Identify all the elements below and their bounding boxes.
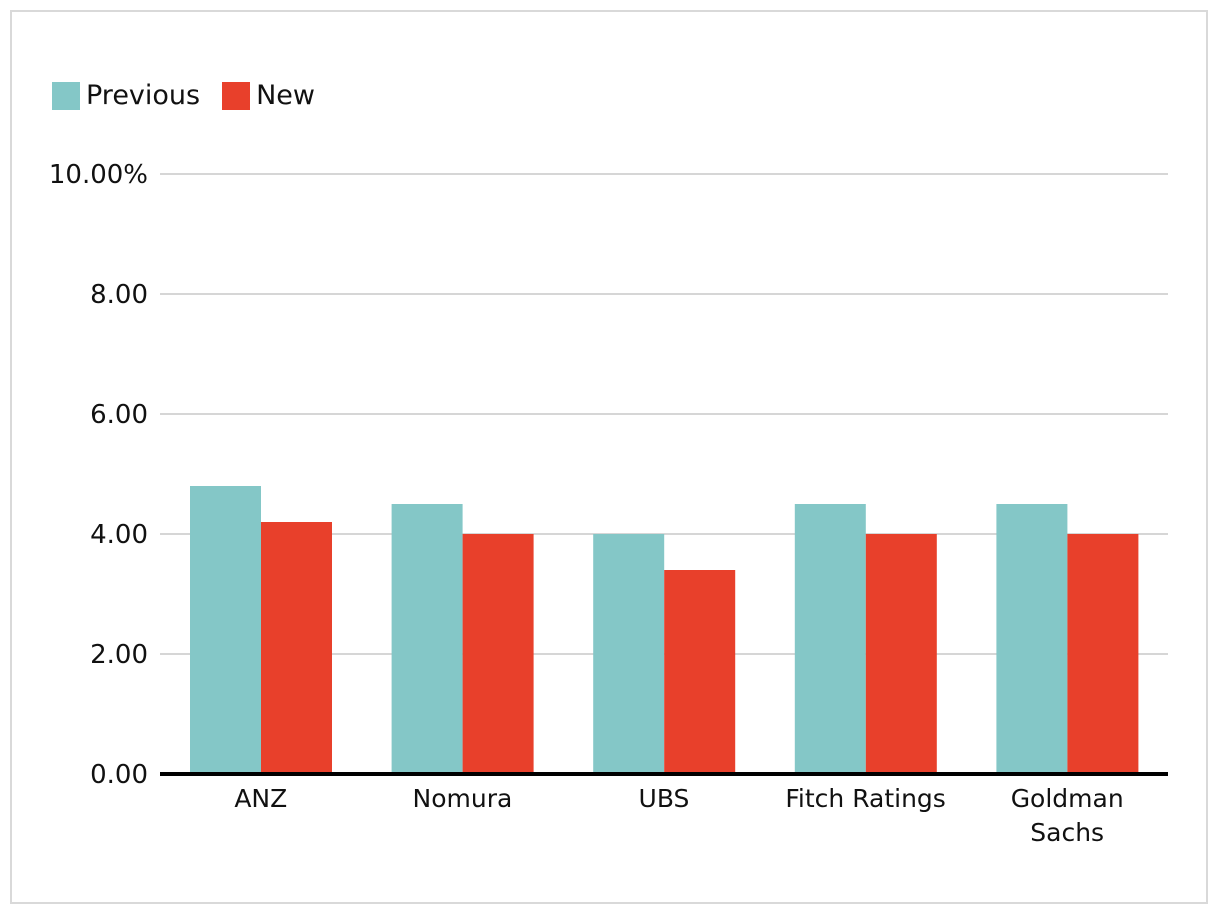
x-tick-label: UBS (639, 784, 690, 813)
legend-item-previous: Previous (52, 82, 200, 110)
bar-new (462, 534, 534, 774)
chart-frame (10, 10, 1208, 904)
bar-new (261, 522, 332, 774)
y-tick-label: 8.00 (90, 280, 148, 310)
legend-item-new: New (222, 82, 315, 110)
legend-label-new: New (256, 80, 316, 111)
y-tick-label: 10.00% (49, 160, 148, 190)
y-tick-label: 0.00 (90, 760, 148, 790)
bar-previous (593, 534, 665, 774)
bar-new (865, 534, 937, 774)
bar-previous (190, 486, 261, 774)
bar-previous (996, 504, 1068, 774)
x-tick-label: ANZ (234, 784, 287, 813)
y-tick-label: 2.00 (90, 640, 148, 670)
bar-new (1067, 534, 1139, 774)
bar-previous (794, 504, 866, 774)
x-tick-label: Fitch Ratings (785, 784, 945, 813)
legend-label-previous: Previous (86, 80, 201, 111)
y-tick-label: 6.00 (90, 400, 148, 430)
legend: Previous New (52, 82, 315, 110)
legend-swatch-previous (52, 82, 80, 110)
legend-swatch-new (222, 82, 251, 110)
x-tick-label: Nomura (413, 784, 513, 813)
bar-previous (391, 504, 463, 774)
x-tick-label: Goldman Sachs (1011, 784, 1124, 847)
bar-new (664, 570, 736, 774)
y-tick-label: 4.00 (90, 520, 148, 550)
